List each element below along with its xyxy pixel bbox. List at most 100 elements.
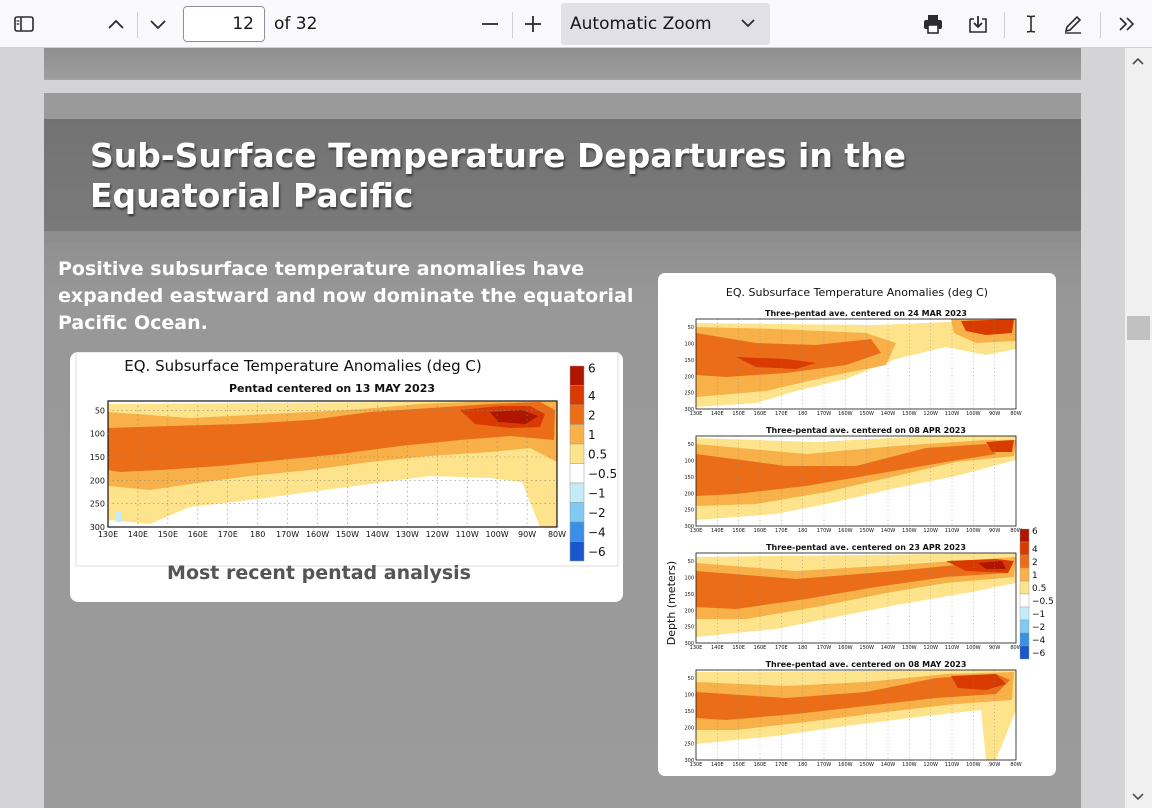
y-axis-ticks: 50 100 150 200 250 300 [90, 406, 105, 532]
download-button[interactable] [962, 8, 994, 40]
y-tick-label: 300 [684, 641, 694, 647]
y-tick-label: 300 [684, 524, 694, 530]
colorbar-label: 4 [588, 389, 596, 403]
panel-subtitle: Three-pentad ave. centered on 23 APR 202… [766, 543, 966, 552]
print-button[interactable] [917, 8, 949, 40]
chart-grid [108, 401, 557, 527]
x-tick-label: 140W [366, 530, 389, 539]
x-tick-label: 80W [1010, 528, 1021, 534]
y-tick-label: 200 [684, 608, 694, 614]
y-tick-label: 250 [684, 742, 694, 748]
colorbar-swatch [569, 365, 585, 386]
scroll-up-arrow-icon[interactable] [1131, 54, 1145, 68]
colorbar-label: 1 [1032, 571, 1038, 581]
x-tick-label: 90W [518, 530, 536, 539]
next-page-button[interactable] [142, 8, 174, 40]
x-tick-label: 130W [902, 528, 917, 534]
anomaly-contour [696, 561, 1012, 609]
x-tick-label: 130E [690, 762, 703, 768]
scrollbar-thumb[interactable] [1127, 316, 1150, 340]
colorbar-label: −1 [1032, 610, 1045, 620]
x-tick-label: 160E [188, 530, 208, 539]
x-axis-ticks: 130E 140E 150E 160E 170E 180 170W 160W 150W 140W 1… [98, 530, 566, 539]
y-tick-label: 150 [684, 709, 694, 715]
anomaly-contour [961, 319, 1014, 335]
x-tick-label: 170W [817, 528, 832, 534]
colorbar-legend: 6 4 2 1 0.5 −0.5 −1 −2 −4 −6 [569, 362, 617, 562]
y-tick-label: 200 [684, 491, 694, 497]
x-tick-label: 140E [711, 762, 724, 768]
x-tick-label: 80W [548, 530, 566, 539]
x-tick-label: 110W [945, 528, 960, 534]
x-tick-label: 170E [775, 762, 788, 768]
y-tick-label: 200 [90, 476, 105, 485]
scroll-down-arrow-icon[interactable] [1131, 790, 1145, 804]
page-count-label: of 32 [274, 14, 318, 34]
x-tick-label: 160W [838, 762, 853, 768]
vertical-scrollbar[interactable] [1125, 48, 1152, 808]
x-tick-label: 110W [456, 530, 479, 539]
x-tick-label: 180 [798, 411, 808, 417]
draw-tool-button[interactable] [1057, 8, 1089, 40]
panel-frame [695, 552, 1017, 644]
x-tick-label: 110W [945, 645, 960, 651]
x-tick-label: 130E [98, 530, 118, 539]
previous-page-button[interactable] [100, 8, 132, 40]
colorbar-swatch [1019, 606, 1030, 621]
zoom-select[interactable]: Automatic Zoom [561, 3, 770, 45]
y-tick-label: 300 [684, 407, 694, 413]
anomaly-contour [696, 333, 881, 377]
anomaly-contour [978, 561, 1006, 569]
slide-divider [44, 233, 1081, 243]
tools-menu-icon [1119, 17, 1135, 31]
x-tick-label: 160W [838, 411, 853, 417]
sidebar-toggle-button[interactable] [8, 8, 40, 40]
x-tick-label: 140W [881, 411, 896, 417]
x-tick-label: 160E [754, 528, 767, 534]
chevron-down-icon [741, 19, 755, 28]
x-tick-label: 170E [775, 528, 788, 534]
colorbar-swatch [1019, 528, 1030, 543]
x-tick-label: 170E [218, 530, 238, 539]
colorbar-label: −0.5 [588, 467, 617, 481]
text-tool-button[interactable] [1015, 8, 1047, 40]
tools-menu-button[interactable] [1111, 8, 1143, 40]
colorbar-swatch [1019, 632, 1030, 647]
colorbar-label: 6 [588, 362, 596, 376]
colorbar-swatch [1019, 593, 1030, 608]
x-tick-label: 170W [817, 762, 832, 768]
x-tick-label: 150E [158, 530, 178, 539]
y-tick-label: 150 [684, 475, 694, 481]
x-tick-label: 160W [838, 528, 853, 534]
x-tick-label: 180 [798, 762, 808, 768]
toolbar-separator [1004, 12, 1005, 38]
colorbar-swatch [569, 385, 585, 406]
x-tick-label: 150W [859, 411, 874, 417]
x-tick-label: 120W [923, 411, 938, 417]
x-tick-label: 170W [817, 411, 832, 417]
x-tick-label: 180 [798, 645, 808, 651]
chart-caption: Most recent pentad analysis [167, 562, 471, 584]
document-viewer[interactable]: Sub-Surface Temperature Departures in th… [0, 48, 1125, 808]
next-page-icon [150, 20, 166, 30]
x-tick-label: 150W [859, 528, 874, 534]
x-tick-label: 80W [1010, 411, 1021, 417]
y-tick-label: 250 [684, 625, 694, 631]
colorbar-label: −1 [588, 487, 606, 501]
y-tick-label: 100 [684, 693, 694, 699]
x-tick-label: 160W [838, 645, 853, 651]
x-tick-label: 180 [798, 528, 808, 534]
colorbar-swatch [1019, 567, 1030, 582]
x-tick-label: 90W [989, 645, 1000, 651]
colorbar-label: −6 [1032, 649, 1046, 659]
chart-title: EQ. Subsurface Temperature Anomalies (de… [124, 357, 481, 375]
y-tick-label: 250 [684, 391, 694, 397]
zoom-out-icon [482, 23, 498, 25]
colorbar-label: −4 [588, 526, 606, 540]
zoom-in-button[interactable] [517, 8, 549, 40]
page-number-input[interactable] [183, 6, 265, 42]
zoom-out-button[interactable] [474, 8, 506, 40]
sidebar-toggle-icon [14, 16, 34, 32]
x-tick-label: 170E [775, 411, 788, 417]
x-tick-label: 80W [1010, 762, 1021, 768]
